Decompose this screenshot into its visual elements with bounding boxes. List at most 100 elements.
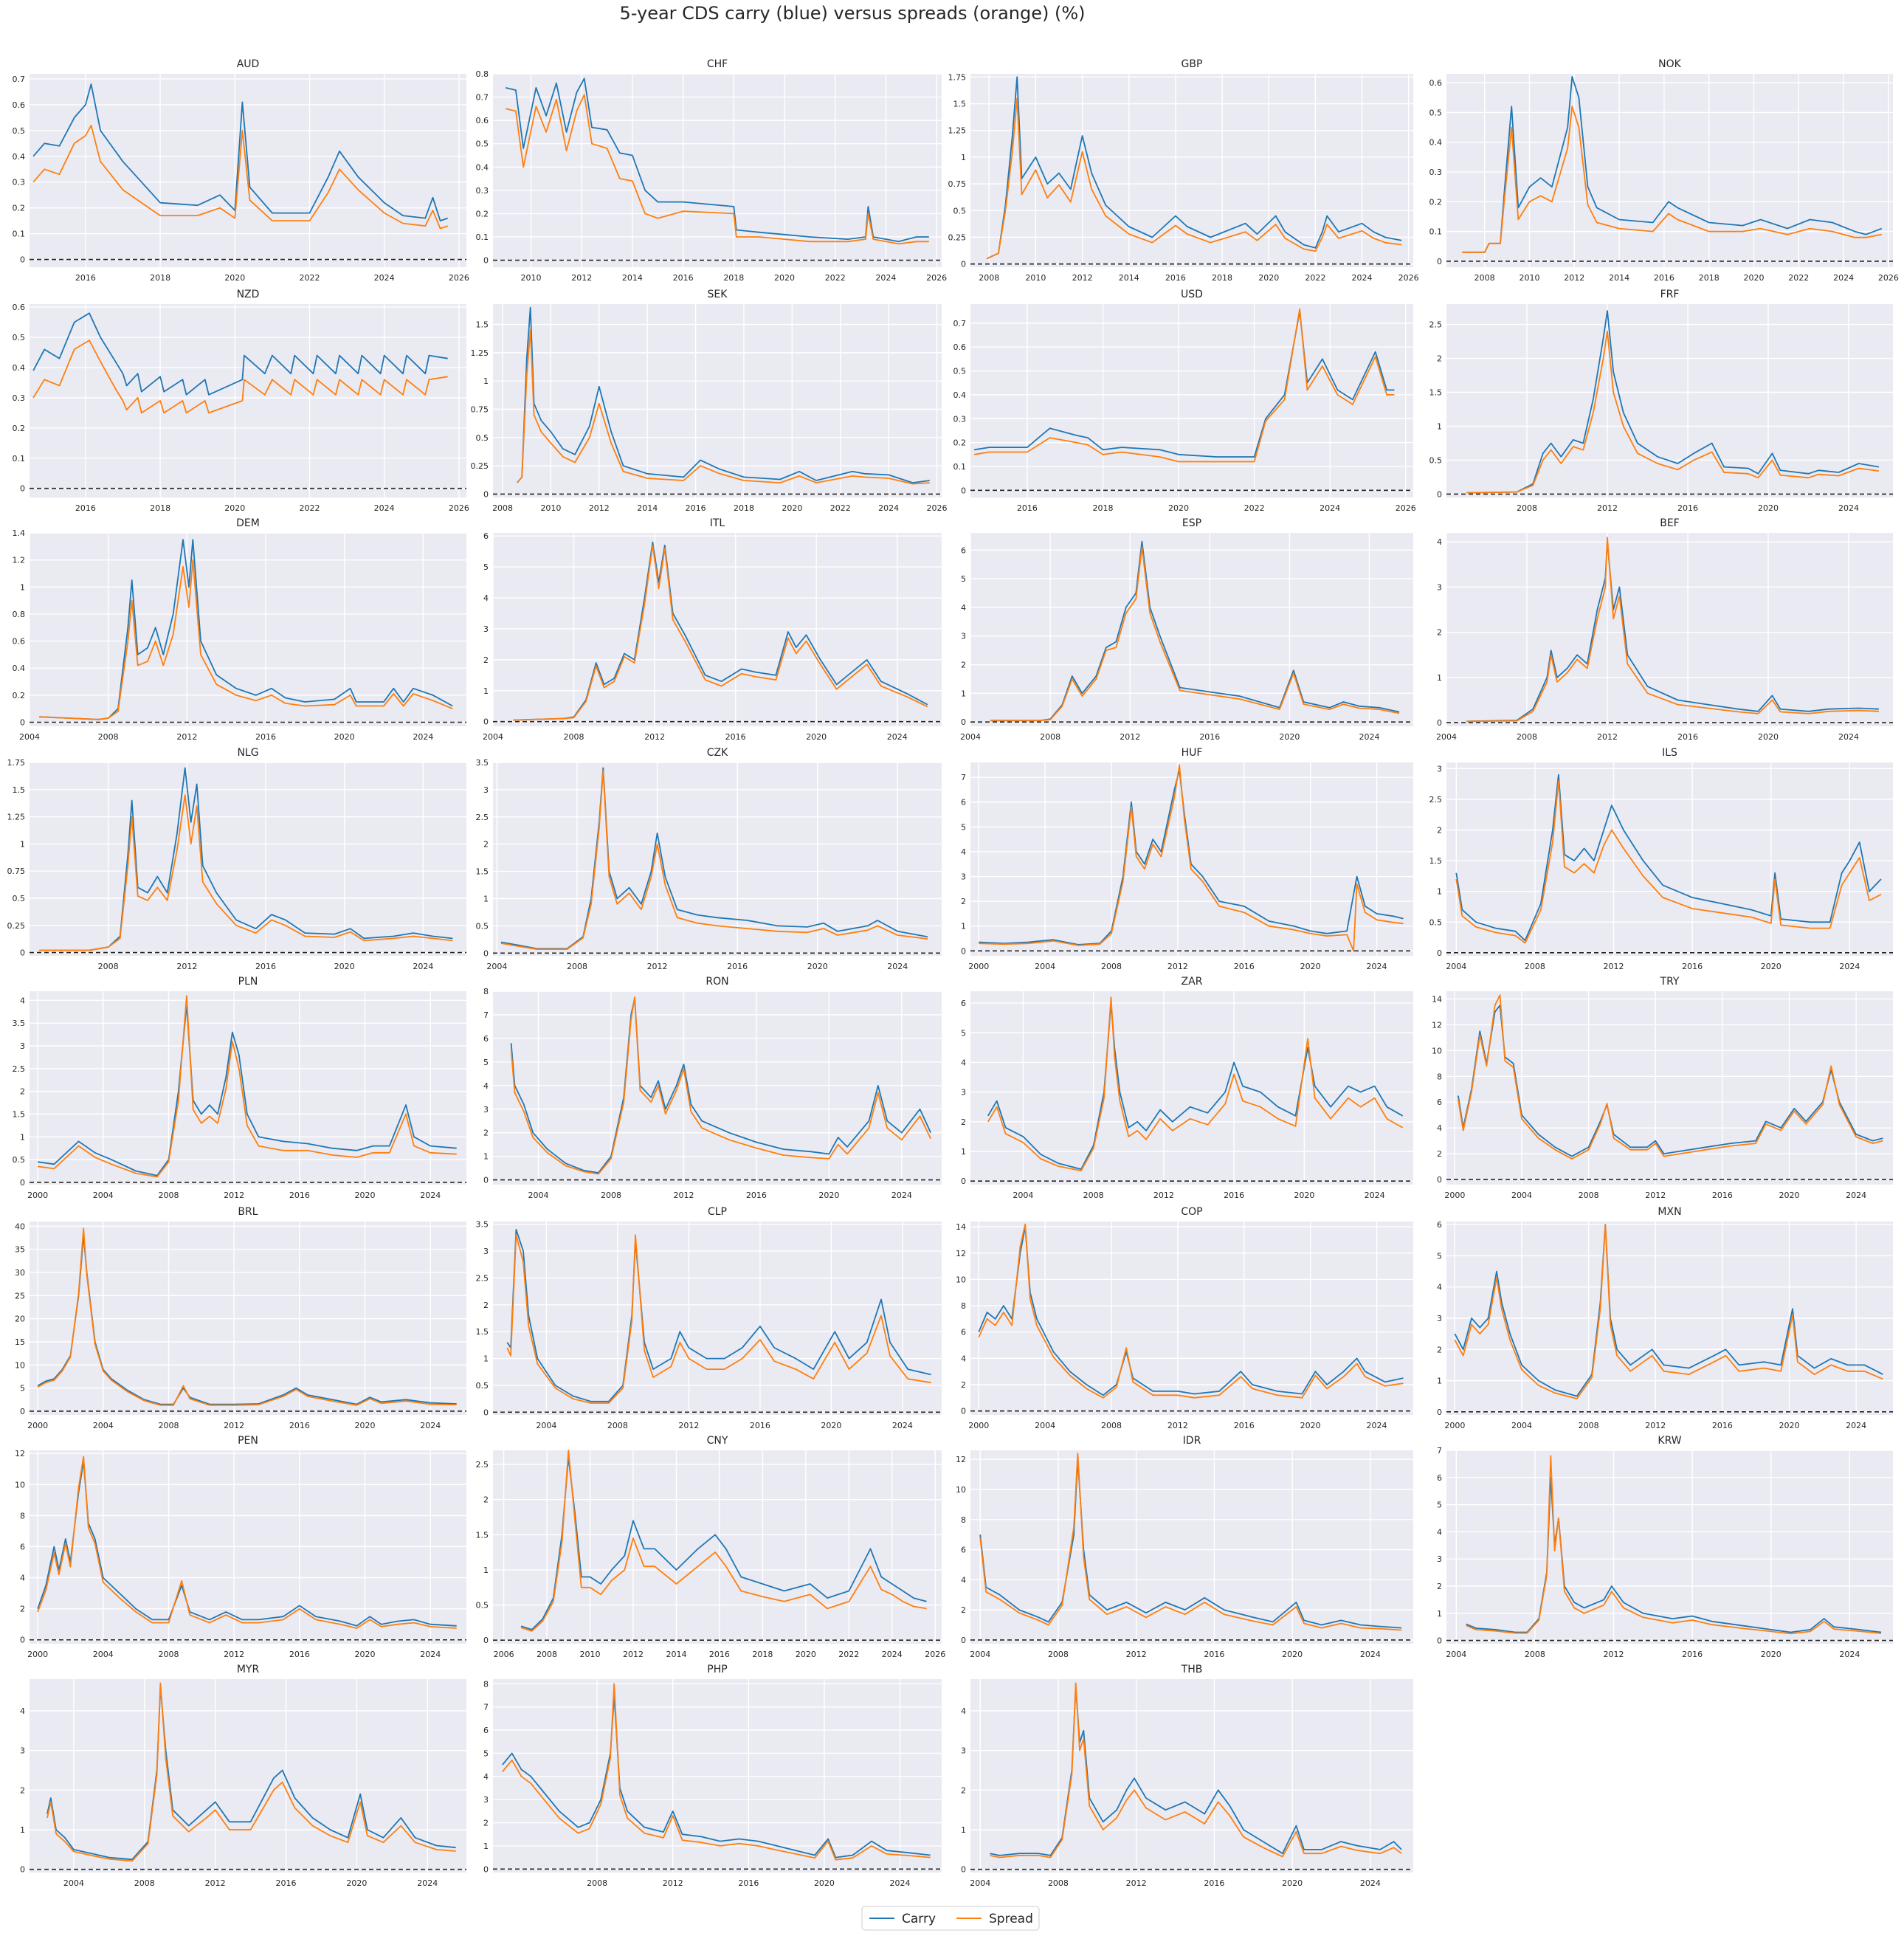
y-tick-label: 0 (483, 256, 489, 266)
series-line-spread (505, 94, 929, 245)
series-line-carry (39, 767, 453, 951)
series-line-spread (1466, 330, 1880, 494)
y-tick-label: 35 (15, 1245, 25, 1255)
x-tick-label: 2026 (1398, 273, 1419, 283)
x-tick-label: 2016 (276, 1878, 297, 1888)
y-tick-label: 0.5 (1429, 455, 1443, 465)
x-tick-label: 2016 (1017, 503, 1038, 513)
y-tick-label: 4 (961, 1354, 966, 1363)
x-tick-label: 2020 (355, 1650, 376, 1659)
series-line-carry (987, 1002, 1404, 1170)
x-tick-label: 2020 (1761, 962, 1781, 971)
x-tick-label: 2022 (838, 1650, 859, 1659)
x-tick-label: 2008 (1040, 732, 1060, 742)
panel-ils: 0 0.5 1 1.5 2 2.5 3 2004 2008 2012 2016 2020 2024 ILS (1429, 747, 1893, 971)
series-line-spread (1458, 994, 1883, 1160)
plot-area (970, 1222, 1413, 1415)
plot-area (30, 762, 466, 956)
x-tick-label: 2020 (818, 1191, 839, 1200)
y-tick-label: 0.75 (7, 867, 26, 876)
x-tick-label: 2008 (492, 503, 513, 513)
y-tick-label: 0.1 (13, 454, 26, 464)
y-tick-label: 4 (20, 1706, 25, 1716)
series-line-spread (506, 1234, 931, 1404)
series-line-carry (32, 312, 448, 396)
x-tick-label: 2004 (528, 1191, 549, 1200)
y-tick-label: 25 (15, 1291, 25, 1301)
series-line-spread (1454, 1224, 1883, 1399)
figure-title: 5-year CDS carry (blue) versus spreads (… (619, 3, 1085, 24)
series-line-spread (510, 996, 932, 1175)
y-tick-label: 1.5 (476, 867, 489, 877)
x-tick-label: 2004 (1013, 1191, 1033, 1200)
x-tick-label: 2024 (1846, 1421, 1866, 1430)
x-tick-label: 2016 (1682, 962, 1703, 971)
y-tick-label: 2 (961, 1605, 966, 1615)
y-tick-label: 15 (15, 1337, 25, 1347)
series-line-spread (990, 546, 1400, 722)
y-tick-label: 5 (20, 1384, 25, 1394)
y-tick-label: 3 (483, 1247, 489, 1256)
y-tick-label: 1 (483, 686, 489, 696)
x-tick-label: 2000 (27, 1650, 48, 1659)
x-tick-label: 2010 (1519, 273, 1539, 283)
x-tick-label: 2016 (686, 503, 706, 513)
x-tick-label: 2026 (926, 273, 947, 283)
x-tick-label: 2024 (1360, 1650, 1381, 1659)
y-tick-label: 4 (961, 1575, 966, 1585)
panel-title: NOK (1658, 58, 1681, 70)
x-tick-label: 2004 (970, 1650, 990, 1659)
series-line-spread (990, 1682, 1402, 1859)
series-line-spread (37, 995, 457, 1178)
x-tick-label: 2014 (622, 273, 643, 283)
x-tick-label: 2008 (607, 1421, 628, 1430)
y-tick-label: 0.8 (13, 610, 26, 619)
y-tick-label: 8 (961, 1301, 966, 1311)
y-tick-label: 0 (961, 1865, 966, 1875)
panel-title: CHF (707, 58, 728, 70)
series-line-spread (502, 1683, 931, 1861)
x-tick-label: 2020 (1282, 1878, 1303, 1888)
y-tick-label: 1 (20, 839, 25, 849)
plot-area (1446, 1450, 1893, 1644)
y-tick-label: 0.6 (13, 637, 26, 647)
y-tick-label: 0 (20, 484, 25, 494)
panel-gbp: 0 0.25 0.5 0.75 1 1.25 1.5 1.75 2008 2010 2012 2014… (948, 58, 1419, 283)
x-tick-label: 2016 (1654, 273, 1674, 283)
y-tick-label: 2 (20, 1087, 25, 1097)
x-tick-label: 2016 (1204, 1878, 1224, 1888)
panel-clp: 0 0.5 1 1.5 2 2.5 3 3.5 2004 2008 2012 2016 2020 2024… (476, 1206, 942, 1430)
x-tick-label: 2024 (1352, 273, 1373, 283)
y-tick-label: 0.4 (953, 390, 967, 400)
y-tick-label: 0.6 (1429, 78, 1443, 88)
y-tick-label: 2 (1437, 1149, 1442, 1159)
y-tick-label: 1.25 (7, 813, 26, 822)
x-tick-label: 2020 (224, 273, 245, 283)
y-tick-label: 0.2 (476, 209, 489, 218)
y-tick-label: 1 (1437, 1377, 1442, 1386)
y-tick-label: 1 (483, 1842, 489, 1851)
x-tick-label: 2008 (158, 1191, 179, 1200)
y-tick-label: 2 (961, 897, 966, 906)
y-tick-label: 3 (961, 632, 966, 641)
x-tick-label: 2004 (483, 732, 503, 742)
y-tick-label: 0.1 (13, 230, 26, 239)
y-tick-label: 2 (483, 1819, 489, 1828)
y-tick-label: 8 (20, 1511, 25, 1520)
y-tick-label: 0.5 (476, 433, 489, 443)
x-tick-label: 2018 (1699, 273, 1720, 283)
x-tick-label: 2004 (1436, 732, 1457, 742)
x-tick-label: 2014 (1609, 273, 1629, 283)
series-line-spread (39, 559, 453, 720)
x-tick-label: 2020 (1300, 1421, 1321, 1430)
x-tick-label: 2012 (1564, 273, 1584, 283)
x-tick-label: 2020 (1779, 1421, 1800, 1430)
y-tick-label: 1.4 (13, 528, 26, 538)
x-tick-label: 2008 (1048, 1878, 1069, 1888)
y-tick-label: 1.5 (13, 1109, 26, 1119)
y-tick-label: 4 (961, 603, 966, 613)
x-tick-label: 2020 (1758, 732, 1779, 742)
y-tick-label: 0.1 (953, 462, 967, 472)
panel-idr: 0 2 4 6 8 10 12 2004 2008 2012 2016 2020 2024 IDR (956, 1435, 1413, 1659)
x-tick-label: 2016 (738, 1878, 759, 1888)
